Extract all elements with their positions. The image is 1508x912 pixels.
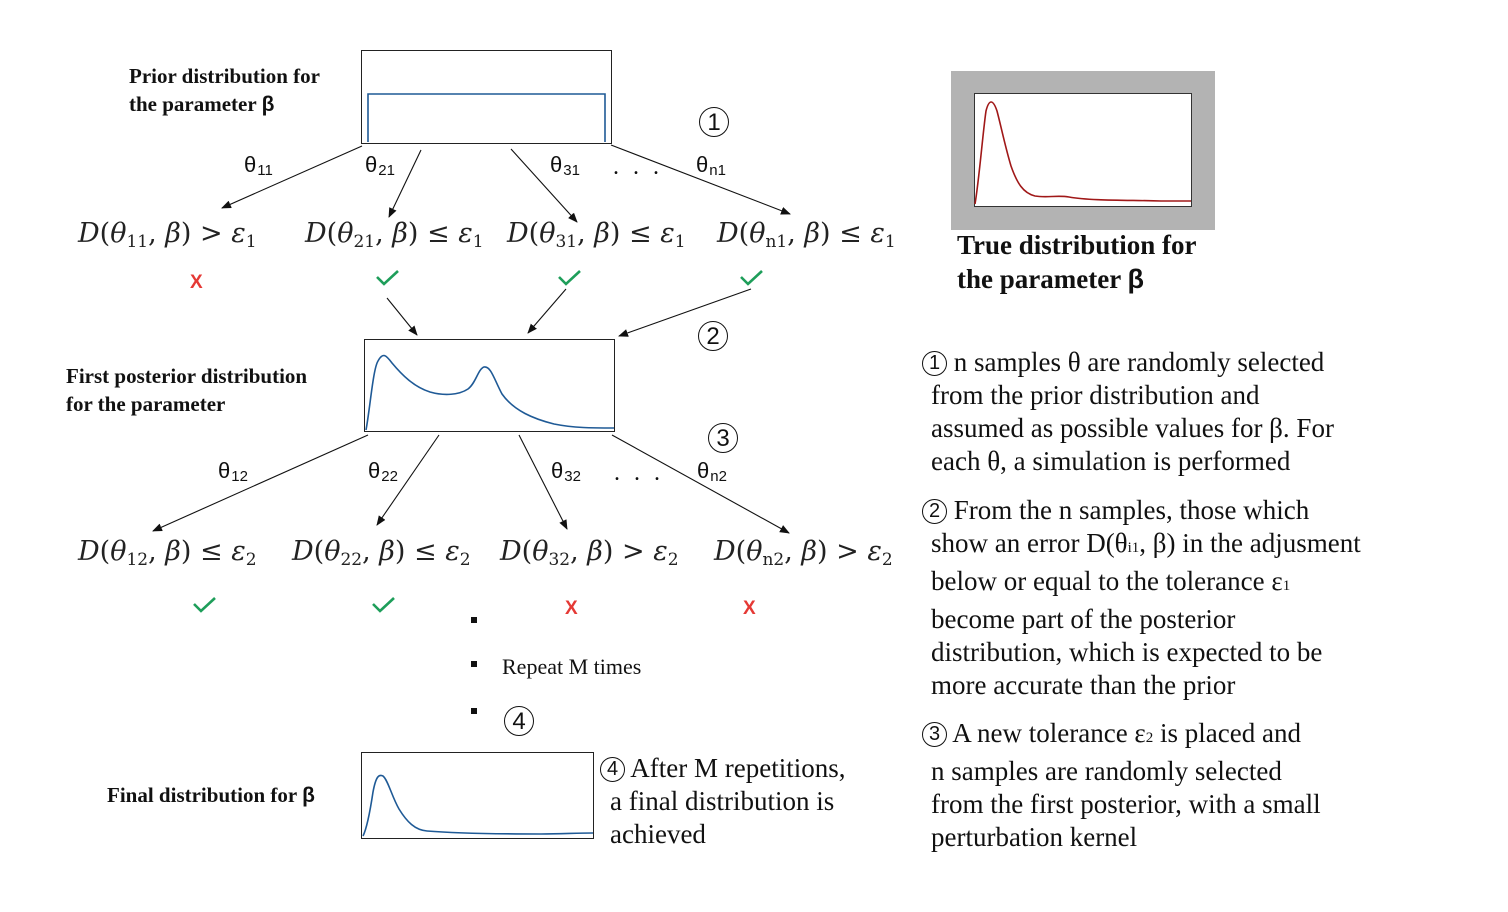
- first-posterior-plot: [364, 339, 615, 432]
- final-curve: [362, 774, 594, 837]
- arrow-post-theta12: [152, 434, 369, 532]
- condition-11: D(θ11, β) > ε1: [78, 218, 257, 252]
- ellipsis-row2: . . .: [614, 460, 664, 486]
- step-1-inline-marker: 1: [922, 351, 947, 376]
- theta-22: θ22: [368, 458, 398, 485]
- step-2-inline-marker: 2: [922, 499, 947, 524]
- step-4-description: 4 After M repetitions, a final distribut…: [600, 752, 845, 851]
- reject-mark: X: [743, 598, 756, 619]
- condition-12: D(θ12, β) ≤ ε2: [78, 536, 257, 570]
- check-icon: [740, 270, 763, 286]
- first-posterior-curve: [365, 354, 615, 431]
- arrow-accept-21: [386, 297, 418, 336]
- final-label: Final distribution for β: [107, 783, 315, 807]
- theta-n2: θn2: [697, 458, 727, 485]
- first-posterior-label: First posterior distribution for the par…: [66, 362, 307, 418]
- dot-2: [471, 661, 477, 667]
- arrow-accept-n1: [618, 288, 752, 337]
- check-icon: [372, 597, 395, 613]
- step-3-description: 3 A new tolerance ε2 is placed and n sam…: [922, 717, 1321, 854]
- theta-12: θ12: [218, 458, 248, 485]
- condition-22: D(θ22, β) ≤ ε2: [292, 536, 471, 570]
- prior-label-line1: Prior distribution for: [129, 64, 320, 88]
- check-icon: [376, 270, 399, 286]
- arrow-post-thetan2: [611, 434, 790, 534]
- true-distribution-plot: [951, 71, 1215, 230]
- beta-symbol: β: [261, 93, 275, 116]
- check-icon: [193, 597, 216, 613]
- beta-symbol: β: [302, 784, 315, 807]
- true-distribution-label: True distribution for the parameter β: [957, 230, 1197, 294]
- prior-label: Prior distribution for the parameter β: [129, 62, 320, 119]
- arrow-prior-theta31: [510, 148, 578, 223]
- step-4-marker: 4: [504, 706, 534, 736]
- condition-n1: D(θn1, β) ≤ ε1: [717, 218, 896, 252]
- step-2-description: 2 From the n samples, those which show a…: [922, 494, 1361, 702]
- theta-32: θ32: [551, 458, 581, 485]
- step-2-marker: 2: [698, 321, 728, 351]
- step-1-description: 1 n samples θ are randomly selected from…: [922, 346, 1334, 478]
- repeat-label: Repeat M times: [502, 654, 642, 679]
- step-1-marker: 1: [699, 107, 729, 137]
- reject-mark: X: [190, 272, 203, 293]
- condition-21: D(θ21, β) ≤ ε1: [305, 218, 484, 252]
- condition-n2: D(θn2, β) > ε2: [714, 536, 893, 570]
- step-3-inline-marker: 3: [922, 722, 947, 747]
- condition-31: D(θ31, β) ≤ ε1: [507, 218, 686, 252]
- arrow-accept-31: [527, 288, 567, 334]
- dot-1: [471, 617, 477, 623]
- beta-symbol: β: [1127, 264, 1144, 294]
- arrow-prior-thetan1: [610, 144, 791, 215]
- theta-21: θ21: [365, 152, 395, 179]
- condition-32: D(θ32, β) > ε2: [500, 536, 679, 570]
- true-curve: [974, 101, 1191, 205]
- final-distribution-plot: [361, 752, 594, 839]
- prior-label-line2: the parameter: [129, 92, 257, 116]
- check-icon: [558, 270, 581, 286]
- first-posterior-line1: First posterior distribution: [66, 364, 308, 388]
- dot-3: [471, 708, 477, 714]
- prior-uniform-curve: [367, 93, 606, 142]
- prior-distribution-plot: [361, 50, 612, 144]
- arrow-post-theta32: [518, 434, 568, 530]
- reject-mark: X: [565, 598, 578, 619]
- first-posterior-line2: for the parameter: [66, 392, 226, 416]
- theta-n1: θn1: [696, 152, 726, 179]
- theta-31: θ31: [550, 152, 580, 179]
- arrow-post-theta22: [376, 434, 440, 526]
- arrow-prior-theta11: [221, 145, 363, 209]
- step-4-inline-marker: 4: [600, 757, 625, 782]
- theta-11: θ11: [244, 152, 273, 179]
- step-3-marker: 3: [708, 423, 738, 453]
- ellipsis-row1: . . .: [613, 154, 663, 180]
- arrow-prior-theta21: [388, 149, 422, 218]
